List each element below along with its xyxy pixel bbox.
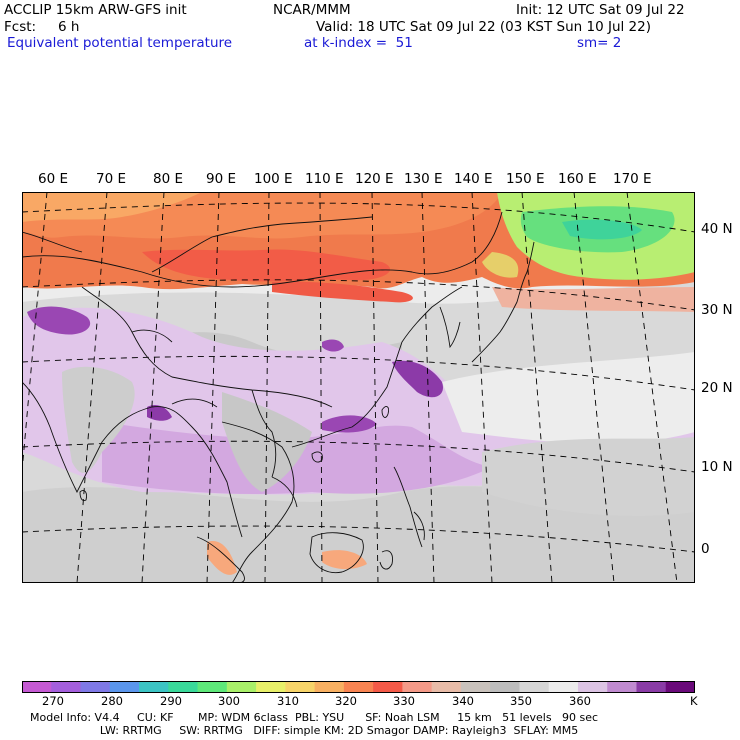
init-time: Init: 12 UTC Sat 09 Jul 22: [516, 2, 685, 18]
lon-label-110e: 110 E: [305, 171, 344, 187]
colorbar-label: 290: [160, 694, 182, 708]
field-band-340: [142, 249, 391, 282]
colorbar-label: 300: [218, 694, 240, 708]
colorbar-label: 270: [42, 694, 64, 708]
colorbar-swatch: [402, 681, 433, 693]
lon-label-70e: 70 E: [96, 171, 126, 187]
lon-label-60e: 60 E: [38, 171, 68, 187]
lon-label-100e: 100 E: [254, 171, 293, 187]
lon-label-130e: 130 E: [404, 171, 443, 187]
field-purple-bengal: [147, 405, 172, 421]
field-pacific-gray: [482, 437, 695, 516]
coastlines: [22, 211, 535, 583]
lat-label-20n: 20 N: [701, 380, 733, 396]
model-info-line2: LW: RRTMG SW: RRTMG DIFF: simple KM: 2D …: [30, 724, 579, 737]
field-purple-sichuan: [322, 339, 344, 352]
lat-label-40n: 40 N: [701, 221, 733, 237]
field-purple-eastchina: [392, 360, 443, 398]
colorbar-label: 330: [393, 694, 415, 708]
model-info-line1: Model Info: V4.4 CU: KF MP: WDM 6class P…: [30, 711, 599, 724]
k-index-label: at k-index = 51: [304, 35, 413, 51]
colorbar-swatch: [607, 681, 637, 693]
field-india-gray: [62, 366, 135, 473]
colorbar-swatch: [636, 681, 667, 693]
colorbar-swatch: [519, 681, 550, 693]
colorbar-swatch: [197, 681, 228, 693]
colorbar-swatch: [109, 681, 140, 693]
colorbar-swatch: [139, 681, 169, 693]
map-panel: [22, 192, 695, 583]
colorbar-label: 280: [101, 694, 123, 708]
field-band-345: [492, 287, 695, 312]
colorbar-swatch: [343, 681, 374, 693]
lon-label-160e: 160 E: [558, 171, 597, 187]
field-pacific-light: [442, 352, 695, 444]
field-sumatra-warm: [207, 541, 237, 575]
lon-label-140e: 140 E: [454, 171, 493, 187]
lon-label-80e: 80 E: [153, 171, 183, 187]
lat-label-10n: 10 N: [701, 459, 733, 475]
field-purple-pakistan: [27, 306, 91, 335]
colorbar-swatch: [168, 681, 199, 693]
colorbar-swatch: [256, 681, 286, 693]
colorbar-swatch: [314, 681, 345, 693]
smoothing-label: sm= 2: [577, 35, 622, 51]
colorbar-label: 360: [569, 694, 591, 708]
lat-label-0: 0: [701, 541, 710, 557]
colorbar-label: 310: [277, 694, 299, 708]
colorbar-swatch: [490, 681, 520, 693]
colorbar-label: 350: [510, 694, 532, 708]
colorbar-swatch: [22, 681, 52, 693]
colorbar-label: 320: [335, 694, 357, 708]
colorbar-swatch: [460, 681, 491, 693]
lon-label-120e: 120 E: [355, 171, 394, 187]
valid-time: Valid: 18 UTC Sat 09 Jul 22 (03 KST Sun …: [316, 19, 652, 35]
field-band-315: [482, 252, 519, 278]
colorbar-swatch: [226, 681, 257, 693]
colorbar-label: 340: [452, 694, 474, 708]
field-band-350-south: [22, 486, 695, 583]
lon-label-150e: 150 E: [506, 171, 545, 187]
field-purple-scs: [322, 415, 377, 433]
colorbar-unit: K: [690, 694, 698, 708]
colorbar-frame: [22, 681, 695, 693]
lon-label-170e: 170 E: [613, 171, 652, 187]
forecast-label: Fcst:: [4, 19, 37, 35]
colorbar-swatch: [548, 681, 579, 693]
colorbar-swatch: [431, 681, 462, 693]
field-band-325: [22, 192, 202, 222]
org-label: NCAR/MMM: [273, 2, 351, 18]
model-title: ACCLIP 15km ARW-GFS init: [4, 2, 187, 18]
field-band-340b: [272, 281, 413, 303]
colorbar: [22, 681, 695, 693]
colorbar-swatch: [665, 681, 695, 693]
colorbar-swatch: [285, 681, 316, 693]
lon-label-90e: 90 E: [206, 171, 236, 187]
field-borneo-warm: [322, 550, 367, 570]
field-name: Equivalent potential temperature: [7, 35, 233, 51]
colorbar-swatch: [80, 681, 111, 693]
colorbar-swatch: [373, 681, 403, 693]
colorbar-swatch: [51, 681, 82, 693]
forecast-hours: 6 h: [58, 19, 80, 35]
field-band-300: [562, 219, 642, 240]
map-frame: [22, 192, 695, 583]
lat-label-30n: 30 N: [701, 302, 733, 318]
colorbar-swatch: [577, 681, 608, 693]
field-indochina-gray: [222, 392, 312, 492]
